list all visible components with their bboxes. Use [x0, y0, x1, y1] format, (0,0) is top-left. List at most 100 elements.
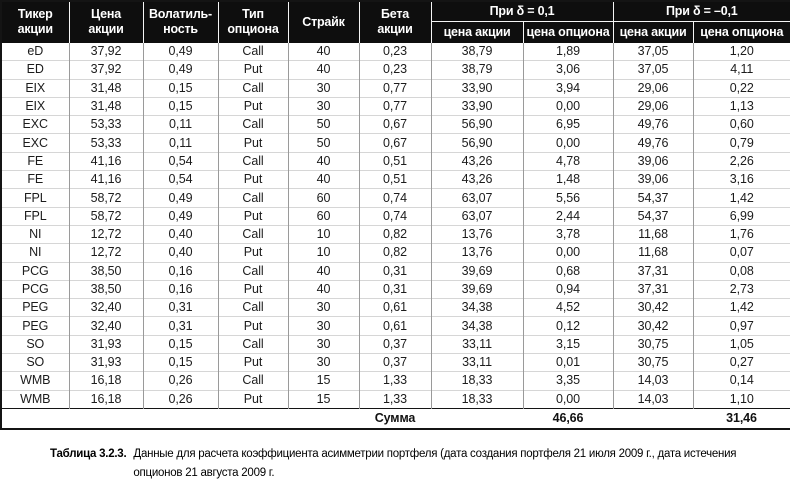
- cell: PEG: [1, 298, 69, 317]
- cell: Call: [217, 334, 288, 354]
- cell: 0,23: [358, 41, 431, 61]
- cell: 0,54: [142, 170, 218, 189]
- col-header-stock-price-delta-neg: цена акции: [612, 21, 693, 43]
- table-row: EIX 31,48 0,15 Put 30 0,77 33,90 0,00 29,06 1,13: [1, 96, 790, 116]
- cell: 4,78: [522, 151, 613, 171]
- cell: 0,23: [358, 60, 431, 80]
- cell: Call: [217, 371, 288, 391]
- table-row: PCG 38,50 0,16 Put 40 0,31 39,69 0,94 37,31 2,73: [1, 279, 790, 299]
- cell: EXC: [1, 133, 69, 153]
- cell: 12,72: [68, 243, 143, 263]
- cell: 30,75: [612, 334, 693, 354]
- table-row: NI 12,72 0,40 Put 10 0,82 13,76 0,00 11,68 0,07: [1, 243, 790, 263]
- cell: PCG: [1, 261, 69, 281]
- cell: 0,37: [358, 334, 431, 354]
- cell: 0,15: [142, 96, 218, 116]
- cell: 33,90: [430, 96, 523, 116]
- cell: 0,27: [692, 353, 790, 372]
- cell: Put: [217, 389, 288, 409]
- cell: 0,22: [692, 78, 790, 98]
- summary-spacer: [613, 407, 693, 429]
- cell: 0,49: [142, 41, 218, 61]
- cell: 30: [287, 96, 359, 116]
- cell: 0,49: [142, 206, 218, 226]
- cell: 37,92: [68, 60, 143, 80]
- cell: 2,26: [692, 151, 790, 171]
- cell: 41,16: [68, 170, 143, 189]
- cell: 30: [287, 298, 359, 317]
- cell: 1,05: [692, 334, 790, 354]
- cell: Put: [217, 279, 288, 299]
- cell: 0,15: [142, 78, 218, 98]
- cell: 1,48: [522, 170, 613, 189]
- cell: 39,06: [612, 151, 693, 171]
- cell: 3,16: [692, 170, 790, 189]
- cell: 0,00: [522, 133, 613, 153]
- cell: 0,26: [142, 389, 218, 409]
- cell: 31,48: [68, 96, 143, 116]
- cell: 38,50: [68, 279, 143, 299]
- cell: 4,52: [522, 298, 613, 317]
- cell: 58,72: [68, 206, 143, 226]
- cell: 54,37: [612, 206, 693, 226]
- cell: Call: [217, 261, 288, 281]
- cell: 14,03: [612, 389, 693, 409]
- cell: 0,61: [358, 298, 431, 317]
- cell: 0,54: [142, 151, 218, 171]
- cell: EIX: [1, 78, 69, 98]
- table-row: NI 12,72 0,40 Call 10 0,82 13,76 3,78 11,68 1,76: [1, 224, 790, 244]
- cell: 40: [287, 151, 359, 171]
- cell: 60: [287, 206, 359, 226]
- cell: 5,56: [522, 188, 613, 208]
- cell: 41,16: [68, 151, 143, 171]
- cell: 3,15: [522, 334, 613, 354]
- cell: 0,31: [358, 261, 431, 281]
- cell: 40: [287, 279, 359, 299]
- cell: EIX: [1, 96, 69, 116]
- cell: 10: [287, 243, 359, 263]
- cell: FE: [1, 170, 69, 189]
- cell: 11,68: [612, 243, 693, 263]
- cell: 0,40: [142, 243, 218, 263]
- cell: 1,42: [692, 298, 790, 317]
- cell: 32,40: [68, 316, 143, 336]
- cell: 0,37: [358, 353, 431, 372]
- cell: FPL: [1, 188, 69, 208]
- cell: 1,33: [358, 371, 431, 391]
- cell: 37,05: [612, 60, 693, 80]
- col-header-option-price-delta-neg: цена опциона: [692, 21, 790, 43]
- table-row: PEG 32,40 0,31 Put 30 0,61 34,38 0,12 30,42 0,97: [1, 316, 790, 336]
- cell: Put: [217, 243, 288, 263]
- cell: PEG: [1, 316, 69, 336]
- cell: 0,74: [358, 206, 431, 226]
- table-row: SO 31,93 0,15 Put 30 0,37 33,11 0,01 30,75 0,27: [1, 353, 790, 372]
- cell: Call: [217, 78, 288, 98]
- cell: 53,33: [68, 133, 143, 153]
- cell: 30: [287, 353, 359, 372]
- cell: Call: [217, 151, 288, 171]
- cell: SO: [1, 334, 69, 354]
- cell: 56,90: [430, 133, 523, 153]
- cell: 0,40: [142, 224, 218, 244]
- cell: 63,07: [430, 206, 523, 226]
- cell: 29,06: [612, 96, 693, 116]
- col-header-ticker: Тикер акции: [1, 1, 69, 43]
- cell: 30,42: [612, 298, 693, 317]
- cell: 16,18: [68, 389, 143, 409]
- cell: 40: [287, 261, 359, 281]
- cell: Put: [217, 206, 288, 226]
- cell: 10: [287, 224, 359, 244]
- col-header-volatility: Волатиль- ность: [142, 1, 218, 43]
- cell: 13,76: [430, 224, 523, 244]
- cell: 0,31: [358, 279, 431, 299]
- cell: 0,15: [142, 353, 218, 372]
- portfolio-skew-table: Тикер акции Цена акции Волатиль- ность Т…: [0, 0, 790, 430]
- col-group-delta-negative: При δ = –0,1: [612, 1, 790, 22]
- col-header-option-type: Тип опциона: [217, 1, 288, 43]
- cell: 0,31: [142, 298, 218, 317]
- cell: 18,33: [430, 371, 523, 391]
- cell: 15: [287, 371, 359, 391]
- cell: 0,00: [522, 96, 613, 116]
- cell: 0,68: [522, 261, 613, 281]
- cell: 0,00: [522, 389, 613, 409]
